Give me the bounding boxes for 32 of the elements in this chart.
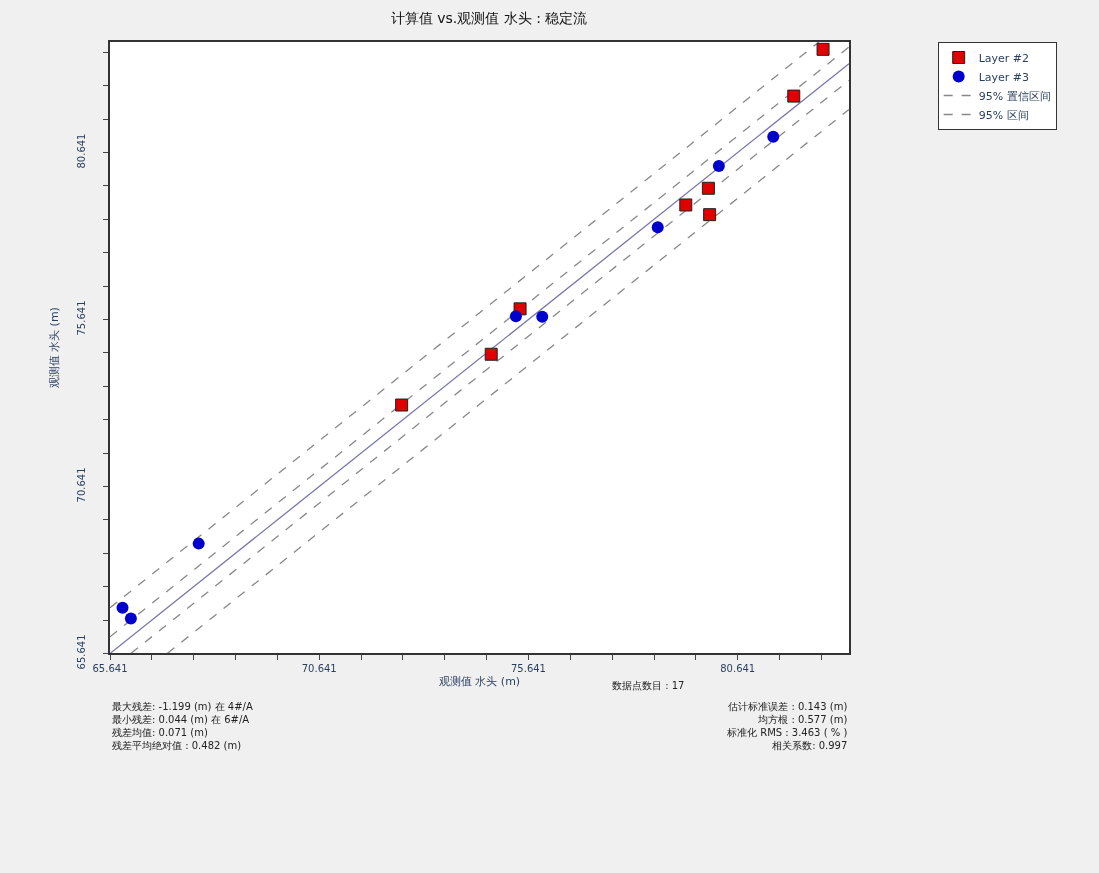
point [395,398,409,412]
y-tick-label: 80.641 [76,133,88,169]
text: 最大残差: -1.199 (m) 在 4#/A 最小残差: 0.044 (m) 在 6#/A 残差均值: 0.071 (m) 残差平均绝对值 : 0.482 (m) [112,701,253,751]
text: 估计标准误差 : 0.143 (m) 均方根 : 0.577 (m) 标准化 RMS : 3.463 ( % ) 相关系数: 0.997 [726,701,848,751]
legend-label: 95% 区间 [978,108,1029,122]
point [192,537,205,550]
chart-title: 计算值 vs.观测值 水头 : 稳定流 [390,9,588,26]
point [509,310,522,323]
x-tick-label: 70.641 [301,663,337,675]
point [536,310,549,323]
legend-label: 95% 置信区间 [978,89,1051,103]
legend-label: Layer #3 [978,70,1030,84]
x-axis-title: 观测值 水头 (m) [438,674,521,688]
point [124,612,137,625]
x-tick-label: 80.641 [720,663,756,675]
point [787,89,801,103]
point [703,208,717,222]
x-tick-label: 75.641 [510,663,546,675]
point [816,42,830,56]
point [116,601,129,614]
point [712,159,725,172]
x-tick-label: 65.641 [92,663,128,675]
point [484,347,498,361]
y-tick-label: 70.641 [76,467,88,503]
point [651,221,664,234]
y-axis-title: 观测值 水头 (m) [48,307,62,389]
text: 数据点数目 : 17 [612,680,685,691]
point [767,130,780,143]
legend-label: Layer #2 [978,51,1030,65]
point [701,181,715,195]
y-tick-label: 75.641 [76,300,88,336]
point [679,198,693,212]
